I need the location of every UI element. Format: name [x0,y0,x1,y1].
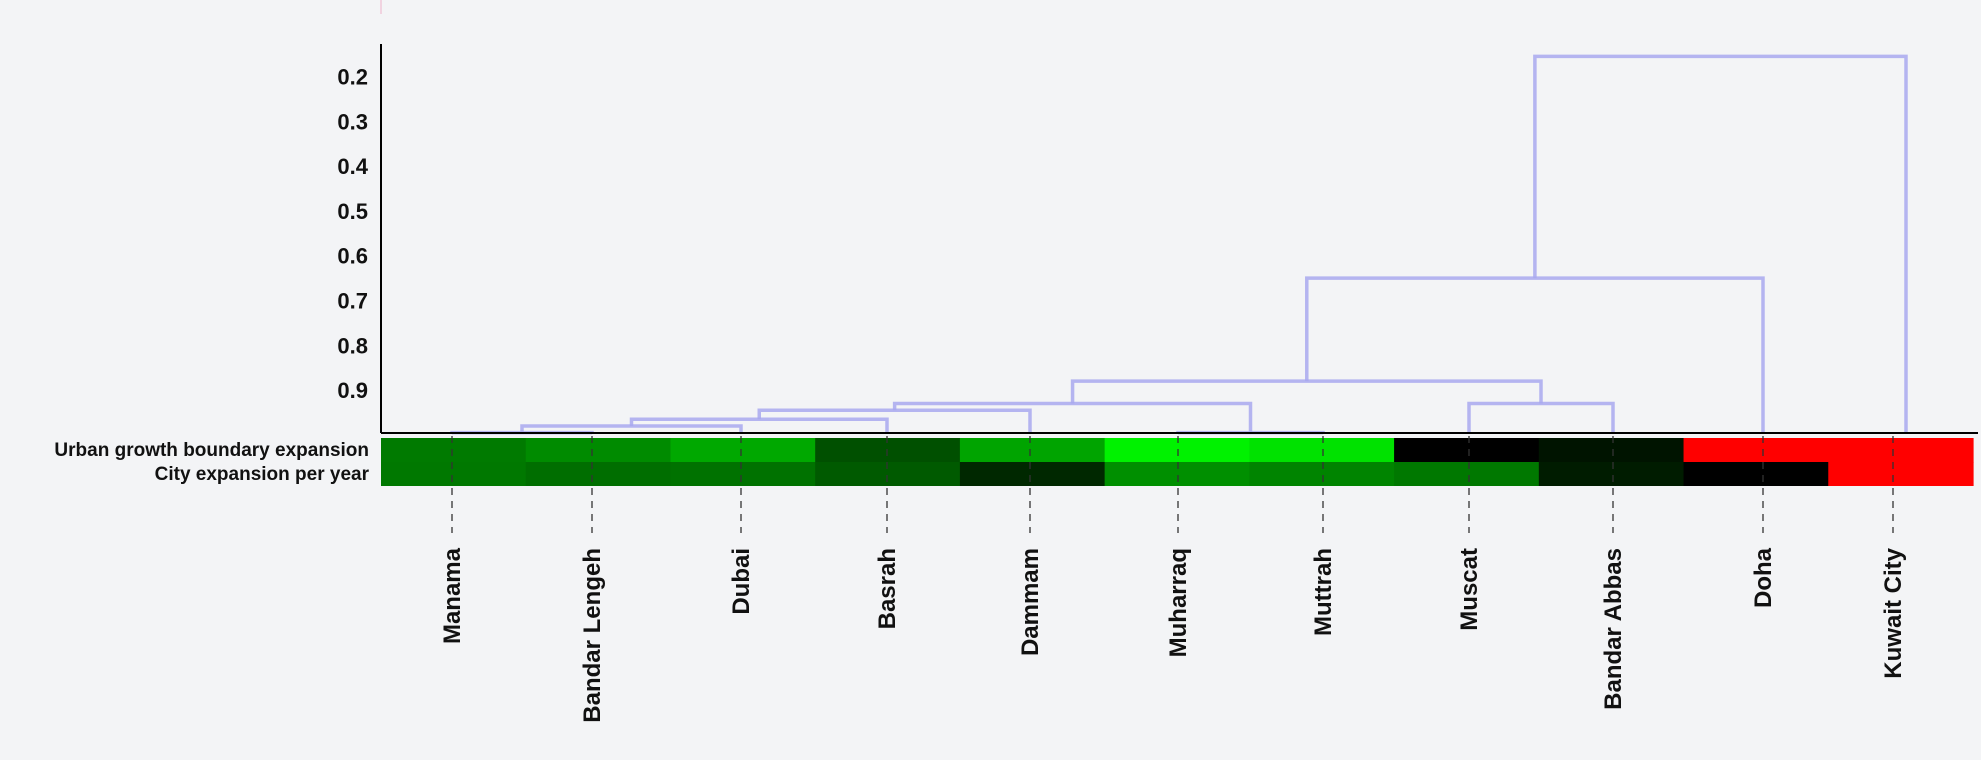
city-label-manama: Manama [439,547,466,644]
heatmap-cell [1828,462,1974,486]
heatmap-cell [815,462,961,486]
city-label-basrah: Basrah [874,548,901,629]
heatmap-cell [670,462,816,486]
heatmap-cell [959,438,1106,463]
city-label-muttrah: Muttrah [1310,548,1337,636]
city-label-muscat: Muscat [1456,548,1483,631]
y-tick-label: 0.4 [337,154,368,179]
labels: Urban growth boundary expansion City expa… [54,436,1907,723]
heatmap-cell [1249,462,1395,486]
heatmap-cell [1104,462,1250,486]
heatmap-cell [1683,462,1829,486]
y-tick-label: 0.6 [337,244,368,269]
heatmap-cell [1828,438,1974,463]
heatmap-cell [1104,438,1250,463]
heatmap-cell [525,438,672,463]
y-tick-label: 0.2 [337,65,368,90]
y-tick-label: 0.8 [337,333,368,358]
dendrogram-link [1533,54,1908,433]
city-label-dubai: Dubai [728,548,755,615]
y-tick-label: 0.9 [337,378,368,403]
row-label-urban-growth-boundary-expansion: Urban growth boundary expansion [54,440,369,461]
y-tick-label: 0.3 [337,109,368,134]
city-label-bandar-abbas: Bandar Abbas [1600,548,1627,710]
dendrogram-link [1070,379,1543,404]
heatmap-cell [1538,438,1685,463]
heatmap-cell [959,462,1106,486]
city-label-dammam: Dammam [1017,548,1044,656]
row-label-city-expansion-per-year: City expansion per year [155,464,370,485]
dendrogram-link [1305,276,1765,433]
heatmap-cell [1249,438,1395,463]
y-axis: 0.2 0.3 0.4 0.5 0.6 0.7 0.8 0.9 [337,44,1978,434]
y-tick-label: 0.5 [337,199,368,224]
heatmap-cell [1394,462,1540,486]
heatmap [381,438,1974,486]
heatmap-cell [1394,438,1540,463]
heatmap-cell [525,462,672,486]
city-label-muharraq: Muharraq [1165,548,1192,657]
y-tick-label: 0.7 [337,289,368,314]
heatmap-cell [670,438,816,463]
heatmap-cell [815,438,961,463]
heatmap-cell [381,462,527,486]
dendrogram [450,54,1908,435]
dendrogram-link [892,401,1253,433]
heatmap-cell [1538,462,1685,486]
heatmap-cell [1683,438,1829,463]
city-label-kuwait-city: Kuwait City [1880,547,1907,678]
city-label-doha: Doha [1750,547,1777,608]
heatmap-cell [381,438,527,463]
city-label-bandar-lengeh: Bandar Lengeh [579,548,606,723]
dendrogram-link [757,408,1032,433]
dendrogram-link [1467,401,1615,433]
